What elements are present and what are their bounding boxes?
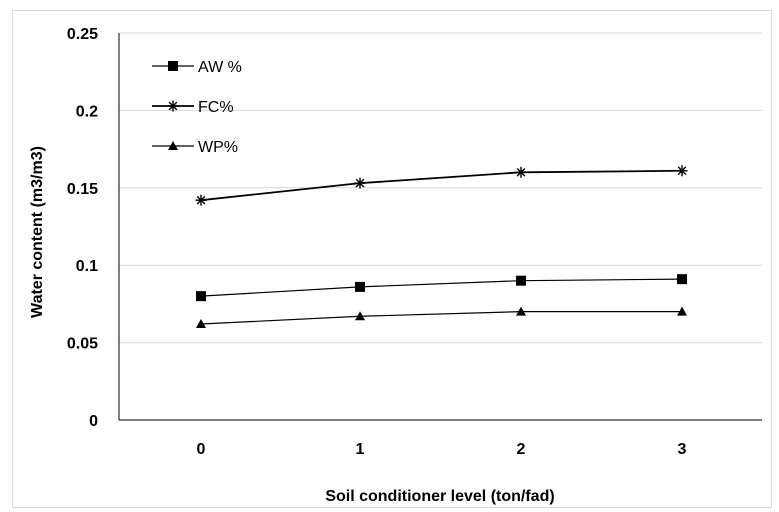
data-point-asterisk [195,194,207,206]
data-point-square [355,281,365,292]
data-point-triangle [355,311,365,321]
series-line [200,169,683,202]
legend-label: WP% [198,139,238,156]
data-point-asterisk [515,166,527,178]
data-point-triangle [196,319,206,329]
x-axis-title: Soil conditioner level (ton/fad) [325,488,554,505]
chart-frame [12,10,772,508]
legend-item: FC% [152,99,234,116]
series-group [195,165,688,329]
data-point-triangle [516,306,526,316]
legend-label: FC% [198,99,234,116]
x-tick-label: 0 [197,441,206,458]
data-point-square [516,275,526,286]
y-tick-label: 0.1 [76,258,98,275]
data-point-square [677,274,687,285]
x-tick-label: 3 [678,441,687,458]
y-tick-label: 0.2 [76,103,98,120]
y-tick-label: 0.15 [67,181,98,198]
data-point-asterisk [676,165,688,177]
y-axis-ticks: 0 0.05 0.1 0.15 0.2 0.25 [67,26,98,430]
legend-item: WP% [152,139,238,156]
y-tick-label: 0.05 [67,336,98,353]
x-tick-label: 1 [356,441,365,458]
data-point-triangle [168,141,178,150]
axes [118,33,762,421]
x-axis-ticks: 0 1 2 3 [197,441,687,458]
data-point-triangle [677,306,687,316]
data-point-asterisk [167,100,179,112]
y-axis-title: Water content (m3/m3) [29,146,46,318]
x-tick-label: 2 [517,441,526,458]
legend: AW % FC% WP% [152,59,242,156]
legend-item: AW % [152,59,242,76]
y-tick-label: 0.25 [67,26,98,43]
data-point-asterisk [354,177,366,189]
series-line [200,311,682,325]
data-point-square [196,291,206,302]
gridlines [119,32,762,344]
series-line [200,278,683,297]
data-point-square [168,61,178,71]
y-tick-label: 0 [89,413,98,430]
legend-label: AW % [198,59,242,76]
